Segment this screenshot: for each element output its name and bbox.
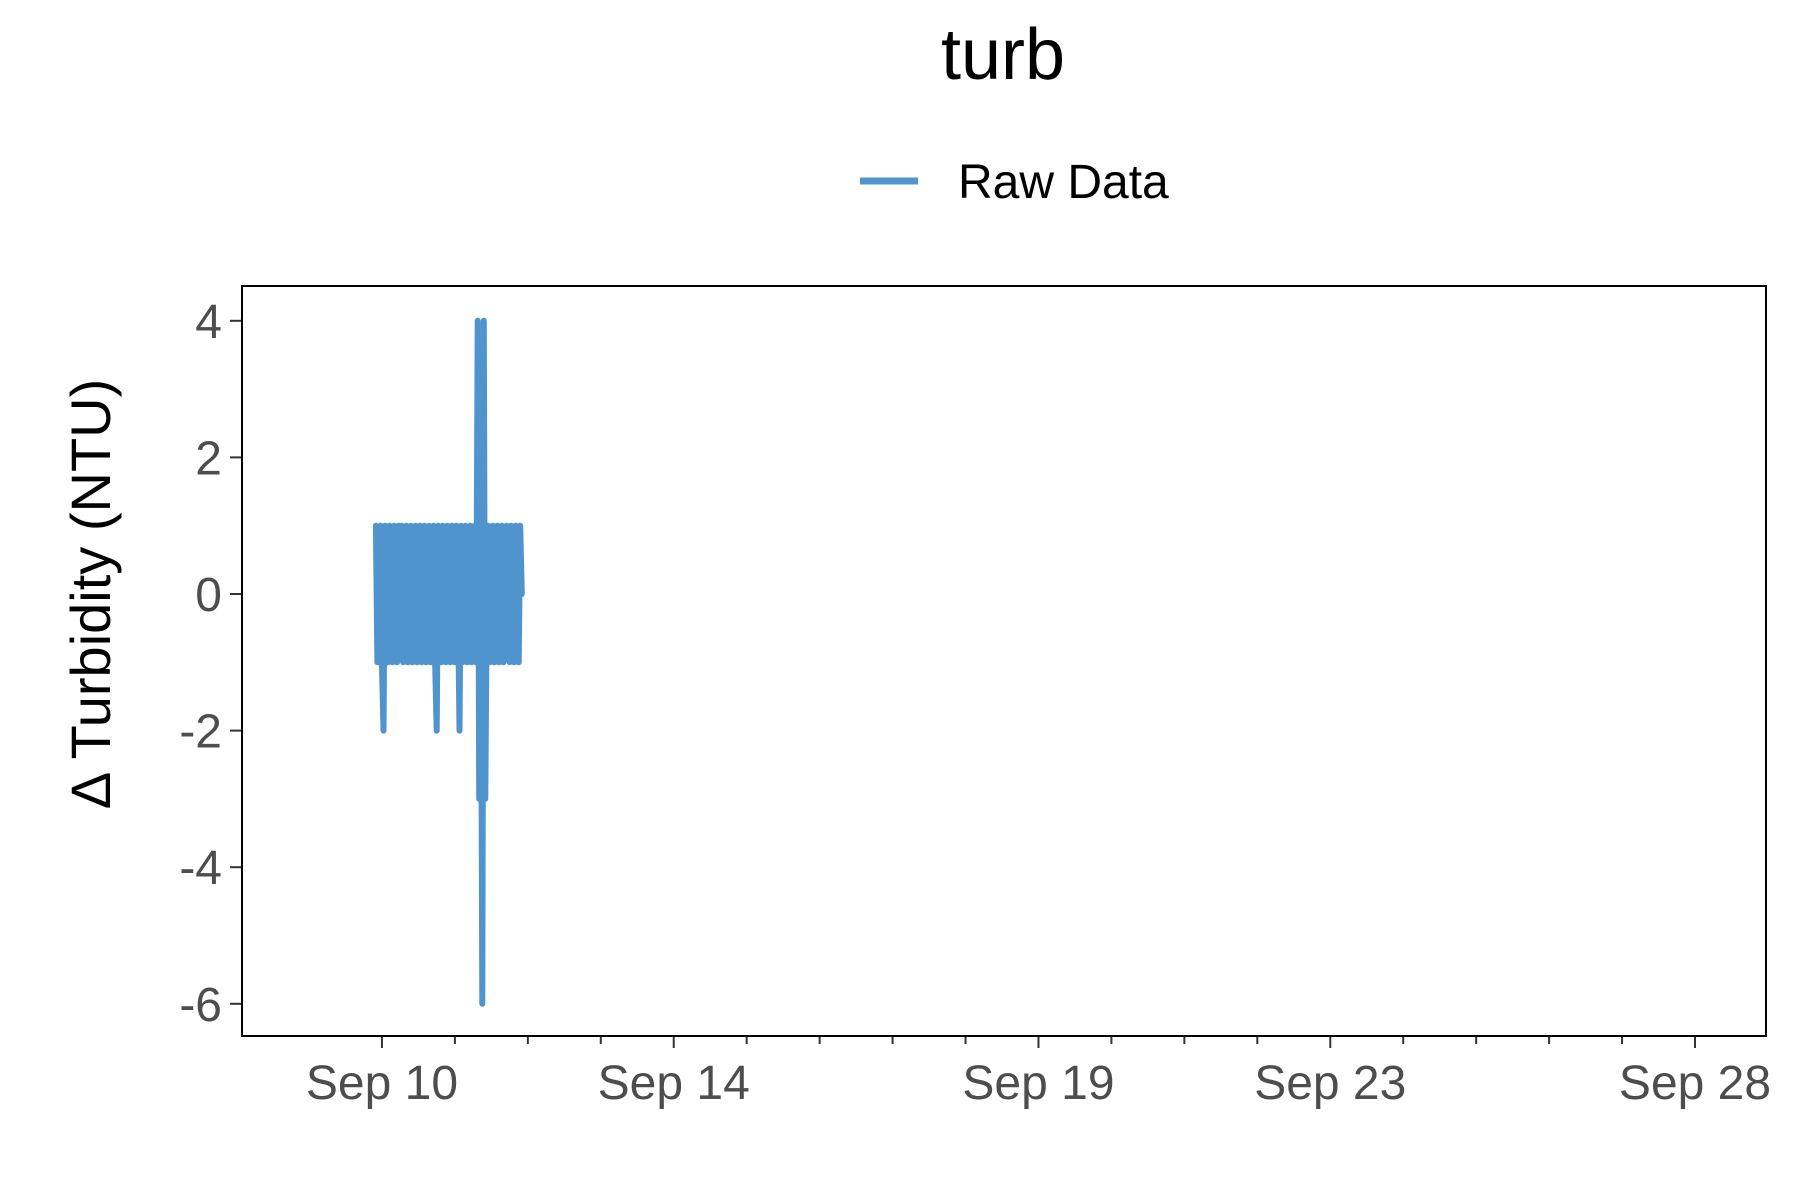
plot-area: [372, 317, 525, 1007]
y-axis: 4 2 0 -2 -4 -6: [179, 296, 242, 1032]
legend-label-raw-data: Raw Data: [958, 156, 1169, 209]
y-tick-label: -6: [179, 979, 222, 1032]
x-tick-label: Sep 23: [1254, 1057, 1406, 1110]
y-tick-label: -2: [179, 706, 222, 759]
x-tick-label: Sep 19: [962, 1057, 1114, 1110]
x-tick-label: Sep 28: [1619, 1057, 1771, 1110]
x-tick-label: Sep 10: [306, 1057, 458, 1110]
x-axis: Sep 10 Sep 14 Sep 19 Sep 23 Sep 28: [306, 1036, 1771, 1110]
legend: Raw Data: [860, 156, 1169, 209]
y-axis-title: Δ Turbidity (NTU): [59, 379, 122, 809]
y-tick-label: 0: [195, 569, 222, 622]
y-tick-label: 4: [195, 296, 222, 349]
chart-title: turb: [941, 15, 1065, 95]
y-tick-label: 2: [195, 432, 222, 485]
y-tick-label: -4: [179, 842, 222, 895]
plot-panel-border: [241, 285, 1767, 1037]
x-tick-label: Sep 14: [598, 1057, 750, 1110]
series-line-raw-data: [372, 317, 525, 1007]
